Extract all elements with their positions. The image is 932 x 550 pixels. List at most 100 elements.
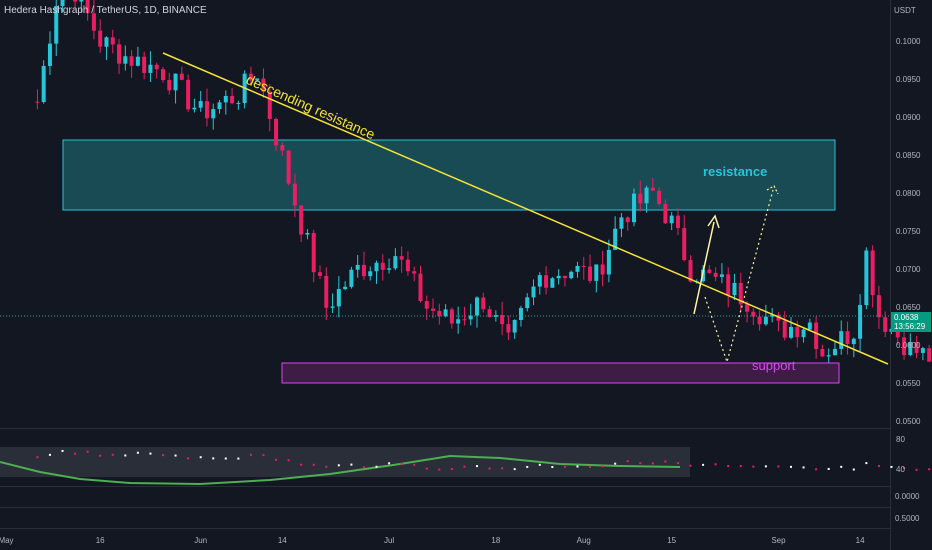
candle-body: [60, 0, 65, 7]
candle-body: [456, 319, 461, 324]
candle-body: [161, 69, 165, 81]
osc-tick-label: 80: [896, 435, 905, 444]
oscillator-dot: [300, 463, 303, 466]
candle-body: [330, 306, 335, 308]
oscillator-dot: [74, 452, 77, 455]
oscillator-dot: [865, 462, 868, 465]
support-zone[interactable]: [281, 362, 840, 384]
oscillator-dot: [614, 462, 617, 465]
candle-body: [387, 268, 392, 270]
time-tick-label: Jul: [384, 536, 394, 545]
candle-body: [399, 256, 404, 260]
candle-body: [594, 264, 599, 281]
candle-body: [179, 73, 184, 80]
oscillator-dot: [563, 465, 566, 468]
oscillator-dot: [136, 451, 139, 454]
oscillator-histogram: [36, 449, 931, 471]
oscillator-dot: [513, 468, 516, 471]
oscillator-dot: [626, 460, 629, 463]
symbol-title[interactable]: Hedera Hashgraph / TetherUS, 1D, BINANCE: [4, 5, 207, 16]
oscillator-dot: [538, 463, 541, 466]
oscillator-dot: [237, 457, 240, 460]
oscillator-dot: [589, 465, 592, 468]
candle-body: [927, 348, 932, 362]
candle-body: [311, 232, 316, 273]
candle-body: [663, 203, 668, 224]
oscillator-dot: [727, 465, 730, 468]
oscillator-dot: [576, 465, 579, 468]
candle-body: [544, 275, 549, 288]
price-axis[interactable]: 0.1000 0.0950 0.0900 0.0850 0.0800 0.0750 0.07…: [896, 37, 921, 426]
pane3-tick: 0.0000: [895, 492, 920, 501]
candle-body: [876, 295, 881, 318]
candle-body: [814, 322, 819, 349]
bar-countdown: 13:56:29: [894, 322, 926, 331]
candle-body: [54, 6, 59, 44]
price-tick-label: 0.0650: [896, 303, 921, 312]
candle-body: [204, 101, 209, 119]
oscillator-dot: [36, 456, 39, 459]
candle-body: [261, 78, 266, 92]
candle-body: [575, 265, 580, 272]
candle-body: [506, 324, 511, 333]
candle-body: [393, 256, 398, 269]
candle-body: [475, 297, 479, 316]
oscillator-dot: [890, 465, 893, 468]
candle-body: [280, 145, 285, 151]
candle-body: [613, 228, 618, 250]
candle-body: [914, 341, 919, 353]
oscillator-dot: [601, 465, 604, 468]
candle-body: [198, 101, 203, 108]
oscillator-dot: [187, 457, 190, 460]
candle-body: [895, 328, 900, 338]
candle-body: [223, 95, 228, 103]
time-tick-label: 14: [856, 536, 865, 545]
candle-body: [437, 310, 442, 317]
price-tick-label: 0.0950: [896, 75, 921, 84]
candle-body: [305, 232, 310, 235]
oscillator-dot: [840, 465, 843, 468]
candle-body: [770, 314, 775, 317]
candle-body: [789, 326, 793, 338]
oscillator-dot: [450, 468, 453, 471]
oscillator-dot: [852, 468, 855, 471]
candle-body: [443, 309, 448, 317]
time-axis[interactable]: May16Jun14Jul18Aug15Sep14Oct17Nov14Dec: [0, 536, 932, 545]
time-tick-label: Aug: [577, 536, 591, 545]
oscillator-dot: [162, 454, 164, 457]
time-tick-label: 16: [96, 536, 105, 545]
oscillator-dot: [827, 467, 830, 470]
candle-body: [908, 341, 913, 356]
candle-body: [167, 80, 172, 91]
candle-body: [525, 297, 530, 309]
candle-body: [518, 308, 523, 320]
candle-body: [500, 315, 505, 325]
oscillator-dot: [903, 466, 906, 469]
candle-body: [619, 217, 624, 229]
candle-body: [47, 43, 52, 66]
candle-body: [883, 317, 888, 332]
candle-body: [148, 64, 153, 73]
oscillator-dot: [714, 463, 717, 466]
candle-body: [412, 271, 417, 274]
candle-body: [368, 271, 373, 277]
oscillator-dot: [400, 463, 403, 466]
oscillator-signal-line: [0, 454, 681, 486]
pane4-tick: 0.5000: [895, 514, 920, 523]
candle-body: [826, 355, 831, 357]
oscillator-dot: [262, 454, 265, 457]
candle-body: [669, 215, 674, 224]
oscillator-dot: [739, 465, 742, 468]
descending-resistance-line[interactable]: [162, 52, 889, 365]
candle-body: [745, 304, 750, 312]
candle-body: [255, 78, 260, 81]
candle-body: [751, 311, 756, 317]
oscillator-dot: [877, 464, 880, 467]
candle-body: [418, 273, 423, 302]
oscillator-dot: [325, 465, 328, 468]
oscillator-dot: [438, 468, 441, 471]
candle-body: [820, 348, 825, 357]
price-tick-label: 0.0600: [896, 341, 921, 350]
time-tick-label: 15: [667, 536, 676, 545]
